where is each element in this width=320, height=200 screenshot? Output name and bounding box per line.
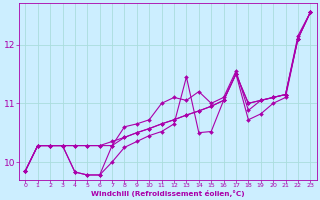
X-axis label: Windchill (Refroidissement éolien,°C): Windchill (Refroidissement éolien,°C)	[91, 190, 245, 197]
